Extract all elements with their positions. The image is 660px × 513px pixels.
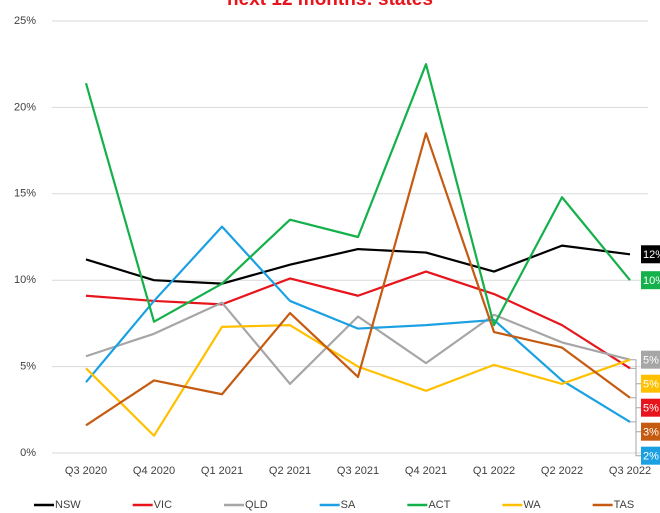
end-label-text: 10% [643, 275, 660, 287]
x-tick-label: Q2 2022 [541, 465, 583, 477]
leader [630, 367, 641, 409]
series-line [85, 324, 631, 437]
end-label-text: 5% [643, 379, 659, 391]
x-tick-label: Q4 2020 [133, 465, 175, 477]
series-line [85, 132, 631, 427]
end-label: 12% [641, 245, 660, 264]
end-label-text: 2% [643, 451, 659, 463]
y-tick-label: 25% [14, 15, 36, 27]
end-label-box [641, 350, 660, 369]
x-tick-label: Q2 2021 [269, 465, 311, 477]
end-label-text: 5% [643, 403, 659, 415]
end-label-box [641, 398, 660, 417]
end-label-box [641, 271, 660, 290]
leader [630, 397, 641, 433]
x-tick-label: Q1 2022 [473, 465, 515, 477]
y-tick-label: 5% [20, 361, 36, 373]
legend-label: VIC [154, 499, 172, 511]
x-tick-label: Q4 2021 [405, 465, 447, 477]
x-tick-label: Q3 2021 [337, 465, 379, 477]
end-label-box [641, 446, 660, 465]
x-tick-label: Q1 2021 [201, 465, 243, 477]
end-label: 10% [641, 271, 660, 290]
y-tick-label: 10% [14, 274, 36, 286]
end-label: 5% [641, 350, 660, 369]
leader [630, 421, 641, 457]
legend-label: SA [341, 499, 356, 511]
end-label: 2% [630, 421, 660, 465]
series-line [85, 225, 631, 423]
legend-label: WA [523, 499, 541, 511]
end-label-box [641, 245, 660, 264]
y-tick-label: 0% [20, 447, 36, 459]
legend-label: NSW [55, 499, 81, 511]
x-tick-label: Q3 2022 [609, 465, 651, 477]
y-tick-label: 15% [14, 188, 36, 200]
y-tick-label: 20% [14, 101, 36, 113]
end-label-text: 3% [643, 427, 659, 439]
leader [630, 359, 641, 385]
legend-label: QLD [245, 499, 268, 511]
series-line [84, 63, 631, 327]
end-label: 5% [630, 359, 660, 393]
legend-label: TAS [614, 499, 635, 511]
end-label-text: 5% [643, 355, 659, 367]
chart-title: next 12 months: states [227, 0, 433, 10]
x-tick-label: Q3 2020 [65, 465, 107, 477]
series-line [85, 244, 631, 285]
end-label-box [641, 374, 660, 393]
legend-label: ACT [428, 499, 450, 511]
series-line [85, 301, 631, 385]
end-label-box [641, 422, 660, 441]
series-line [85, 270, 631, 370]
end-label: 5% [630, 367, 660, 417]
end-label-text: 12% [643, 249, 660, 261]
end-label: 3% [630, 397, 660, 441]
